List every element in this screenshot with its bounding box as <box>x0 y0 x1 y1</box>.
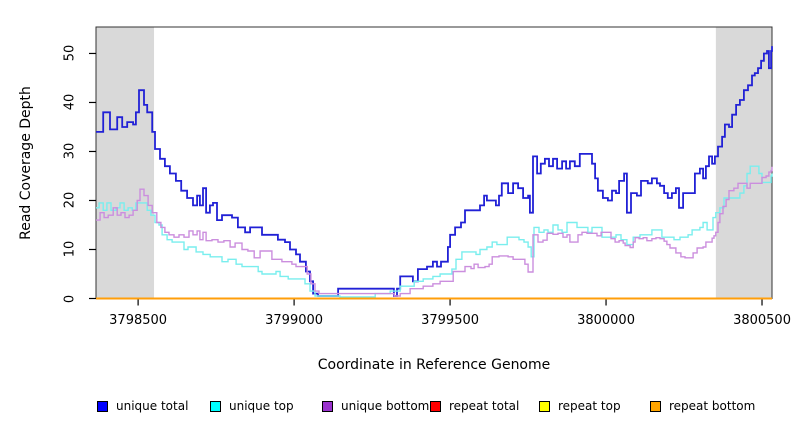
legend-swatch-icon <box>322 400 333 412</box>
y-axis-title: Read Coverage Depth <box>18 86 34 240</box>
y-tick-label: 50 <box>62 45 78 62</box>
plot-border <box>95 26 773 299</box>
legend-swatch-icon <box>430 400 441 412</box>
y-tick-label: 10 <box>62 241 78 258</box>
x-tick-label: 3799000 <box>265 313 324 328</box>
legend-item-repeat-total: repeat total <box>430 399 519 413</box>
series-unique-bottom <box>96 166 773 297</box>
series-unique-total <box>96 46 773 297</box>
legend-item-unique-bottom: unique bottom <box>322 399 429 413</box>
legend-label: repeat bottom <box>669 399 756 413</box>
legend-label: unique top <box>229 399 294 413</box>
legend-swatch-icon <box>539 400 550 412</box>
x-tick-label: 3800500 <box>733 313 791 328</box>
x-tick-label: 3800000 <box>577 313 635 328</box>
legend-item-repeat-bottom: repeat bottom <box>650 399 755 413</box>
x-axis-title: Coordinate in Reference Genome <box>317 357 551 373</box>
legend-swatch-icon <box>97 400 108 412</box>
y-tick-label: 0 <box>62 294 78 303</box>
repeat-region-band-1 <box>715 27 772 299</box>
y-tick-label: 30 <box>62 143 78 160</box>
legend-swatch-icon <box>210 400 221 412</box>
x-tick-label: 3799500 <box>421 313 480 328</box>
y-tick-label: 20 <box>62 192 78 209</box>
y-tick-label: 40 <box>62 94 78 111</box>
legend-label: repeat total <box>449 399 520 413</box>
repeat-region-band-0 <box>96 27 155 299</box>
series-unique-top <box>96 165 773 298</box>
legend-item-unique-top: unique top <box>210 399 294 413</box>
x-tick-label: 3798500 <box>109 313 168 328</box>
legend-label: unique total <box>116 399 189 413</box>
legend-item-repeat-top: repeat top <box>539 399 621 413</box>
chart-legend: unique total unique top unique bottom repea… <box>0 399 792 423</box>
legend-label: unique bottom <box>341 399 430 413</box>
legend-label: repeat top <box>558 399 621 413</box>
legend-item-unique-total: unique total <box>97 399 188 413</box>
legend-swatch-icon <box>650 400 661 412</box>
